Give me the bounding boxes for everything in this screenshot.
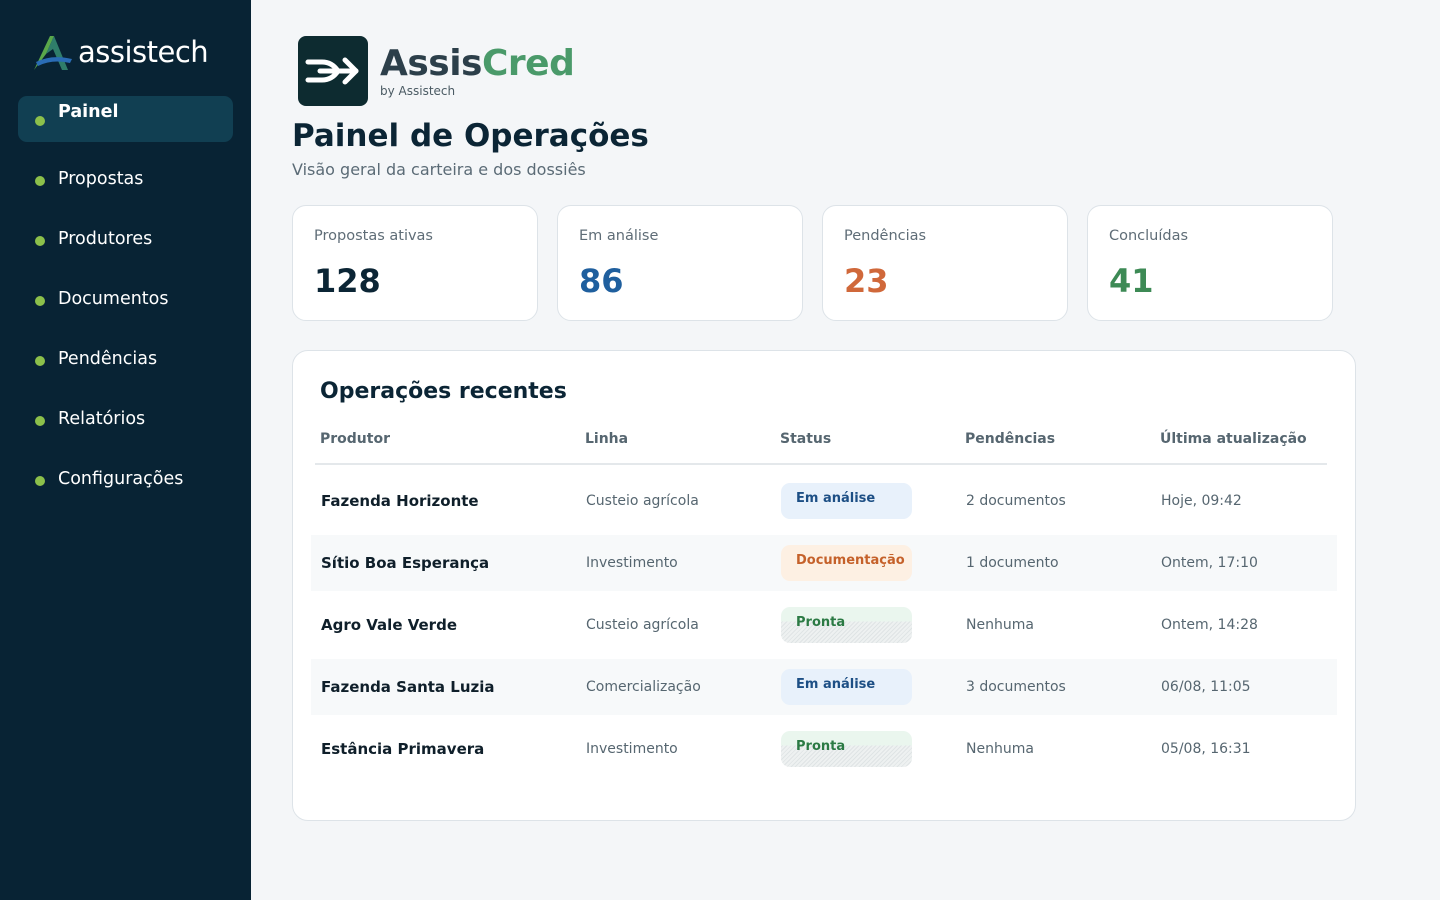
cell-ultima-atualizacao: Hoje, 09:42 xyxy=(1161,493,1242,509)
bullet-icon xyxy=(35,116,45,126)
recent-operations-panel: Operações recentes Produtor Linha Status… xyxy=(292,350,1356,821)
cell-produtor: Fazenda Santa Luzia xyxy=(321,678,495,696)
bullet-icon xyxy=(35,176,45,186)
column-header-linha: Linha xyxy=(585,431,629,447)
bullet-icon xyxy=(35,236,45,246)
product-name: AssisCred xyxy=(380,43,575,84)
cell-ultima-atualizacao: Ontem, 17:10 xyxy=(1161,555,1258,571)
kpi-label: Concluídas xyxy=(1109,228,1189,244)
status-badge: Em análise xyxy=(781,483,912,519)
status-badge: Em análise xyxy=(781,669,912,705)
cell-ultima-atualizacao: 05/08, 16:31 xyxy=(1161,741,1251,757)
cell-pendencias: 1 documento xyxy=(966,555,1059,571)
cell-pendencias: Nenhuma xyxy=(966,741,1034,757)
cell-linha: Custeio agrícola xyxy=(586,493,699,509)
product-tagline: by Assistech xyxy=(380,84,456,98)
sidebar-item-label: Pendências xyxy=(58,349,158,369)
cell-linha: Investimento xyxy=(586,741,678,757)
bullet-icon xyxy=(35,356,45,366)
bullet-icon xyxy=(35,416,45,426)
panel-title: Operações recentes xyxy=(320,379,567,404)
column-header-produtor: Produtor xyxy=(320,431,390,447)
column-header-pendencias: Pendências xyxy=(965,431,1056,447)
sidebar-item-pendencias[interactable]: Pendências xyxy=(18,336,233,382)
page-title: Painel de Operações xyxy=(292,118,649,154)
page-subtitle: Visão geral da carteira e dos dossiês xyxy=(292,160,586,179)
sidebar-item-label: Propostas xyxy=(58,169,144,189)
cell-linha: Comercialização xyxy=(586,679,701,695)
cell-linha: Investimento xyxy=(586,555,678,571)
kpi-card-pendencias[interactable]: Pendências 23 xyxy=(822,205,1068,321)
sidebar-item-documentos[interactable]: Documentos xyxy=(18,276,233,322)
cell-produtor: Sítio Boa Esperança xyxy=(321,554,490,572)
sidebar-item-configuracoes[interactable]: Configurações xyxy=(18,456,233,502)
assiscred-logo-icon xyxy=(298,36,368,106)
cell-pendencias: Nenhuma xyxy=(966,617,1034,633)
table-row[interactable]: Sítio Boa Esperança Investimento Documen… xyxy=(311,535,1337,591)
status-badge: Pronta xyxy=(781,607,912,643)
sidebar-item-label: Configurações xyxy=(58,469,184,489)
kpi-value: 86 xyxy=(579,262,624,300)
table-row[interactable]: Fazenda Santa Luzia Comercialização Em a… xyxy=(311,659,1337,715)
sidebar-item-painel[interactable]: Painel xyxy=(18,96,233,142)
header-divider xyxy=(315,463,1327,465)
arrow-icon xyxy=(305,57,359,85)
kpi-label: Em análise xyxy=(579,228,659,244)
sidebar-item-propostas[interactable]: Propostas xyxy=(18,156,233,202)
cell-pendencias: 2 documentos xyxy=(966,493,1066,509)
table-row[interactable]: Estância Primavera Investimento Pronta N… xyxy=(311,721,1337,777)
column-header-ultima-atualizacao: Última atualização xyxy=(1160,431,1307,447)
sidebar-item-label: Painel xyxy=(58,102,119,122)
kpi-card-propostas-ativas[interactable]: Propostas ativas 128 xyxy=(292,205,538,321)
kpi-label: Pendências xyxy=(844,228,927,244)
cell-ultima-atualizacao: 06/08, 11:05 xyxy=(1161,679,1251,695)
sidebar-item-relatorios[interactable]: Relatórios xyxy=(18,396,233,442)
status-badge: Pronta xyxy=(781,731,912,767)
sidebar-item-label: Relatórios xyxy=(58,409,146,429)
table-row[interactable]: Agro Vale Verde Custeio agrícola Pronta … xyxy=(311,597,1337,653)
kpi-label: Propostas ativas xyxy=(314,228,433,244)
cell-pendencias: 3 documentos xyxy=(966,679,1066,695)
cell-linha: Custeio agrícola xyxy=(586,617,699,633)
product-logo: AssisCred by Assistech xyxy=(380,42,575,98)
table-row[interactable]: Fazenda Horizonte Custeio agrícola Em an… xyxy=(311,473,1337,529)
sidebar-item-label: Documentos xyxy=(58,289,169,309)
sidebar-nav: Painel Propostas Produtores Documentos P… xyxy=(18,96,233,516)
kpi-value: 128 xyxy=(314,262,381,300)
cell-produtor: Estância Primavera xyxy=(321,740,485,758)
sidebar-item-produtores[interactable]: Produtores xyxy=(18,216,233,262)
kpi-value: 41 xyxy=(1109,262,1154,300)
cell-produtor: Agro Vale Verde xyxy=(321,616,457,634)
assistech-logo-icon xyxy=(34,36,72,70)
bullet-icon xyxy=(35,476,45,486)
sidebar: assistech Painel Propostas Produtores Do… xyxy=(0,0,251,900)
bullet-icon xyxy=(35,296,45,306)
brand-logo[interactable]: assistech xyxy=(32,32,209,72)
kpi-value: 23 xyxy=(844,262,889,300)
column-header-status: Status xyxy=(780,431,832,447)
kpi-card-em-analise[interactable]: Em análise 86 xyxy=(557,205,803,321)
sidebar-item-label: Produtores xyxy=(58,229,153,249)
cell-produtor: Fazenda Horizonte xyxy=(321,492,479,510)
brand-name: assistech xyxy=(78,35,209,69)
cell-ultima-atualizacao: Ontem, 14:28 xyxy=(1161,617,1258,633)
status-badge: Documentação xyxy=(781,545,912,581)
kpi-card-concluidas[interactable]: Concluídas 41 xyxy=(1087,205,1333,321)
